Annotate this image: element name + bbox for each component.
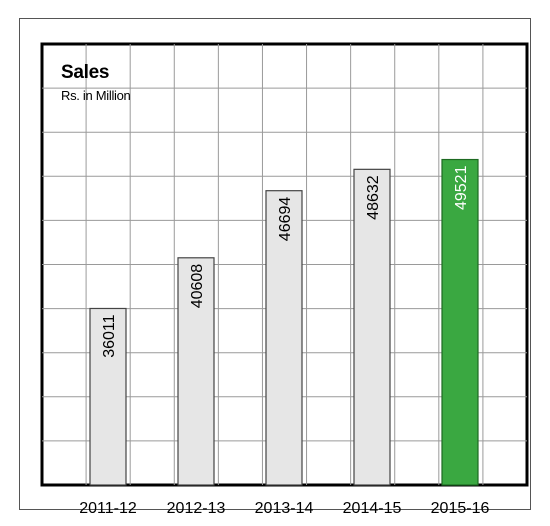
outer-frame [19,18,531,510]
bar [265,190,303,486]
x-tick-label: 2013-14 [255,500,314,517]
chart-title: Sales [61,62,110,83]
bar [353,168,391,486]
x-tick-label: 2014-15 [343,500,402,517]
x-tick-label: 2012-13 [167,500,226,517]
bar [177,257,215,486]
bar-value-labels: 36011 40608 46694 48632 49521 [101,165,470,357]
x-tick-label: 2011-12 [79,500,137,517]
chart-subtitle: Rs. in Million [61,88,131,103]
bar-value-label: 49521 [453,165,470,210]
bar-value-label: 48632 [365,175,382,220]
bars [89,158,479,486]
bar-value-label: 46694 [277,197,294,242]
x-tick-labels: 2011-12 2012-13 2013-14 2014-15 2015-16 [79,500,489,517]
x-tick-label: 2015-16 [431,500,490,517]
bar-value-label: 40608 [189,264,206,309]
bar [441,158,479,486]
bar-value-label: 36011 [101,314,118,357]
bar [89,307,127,486]
